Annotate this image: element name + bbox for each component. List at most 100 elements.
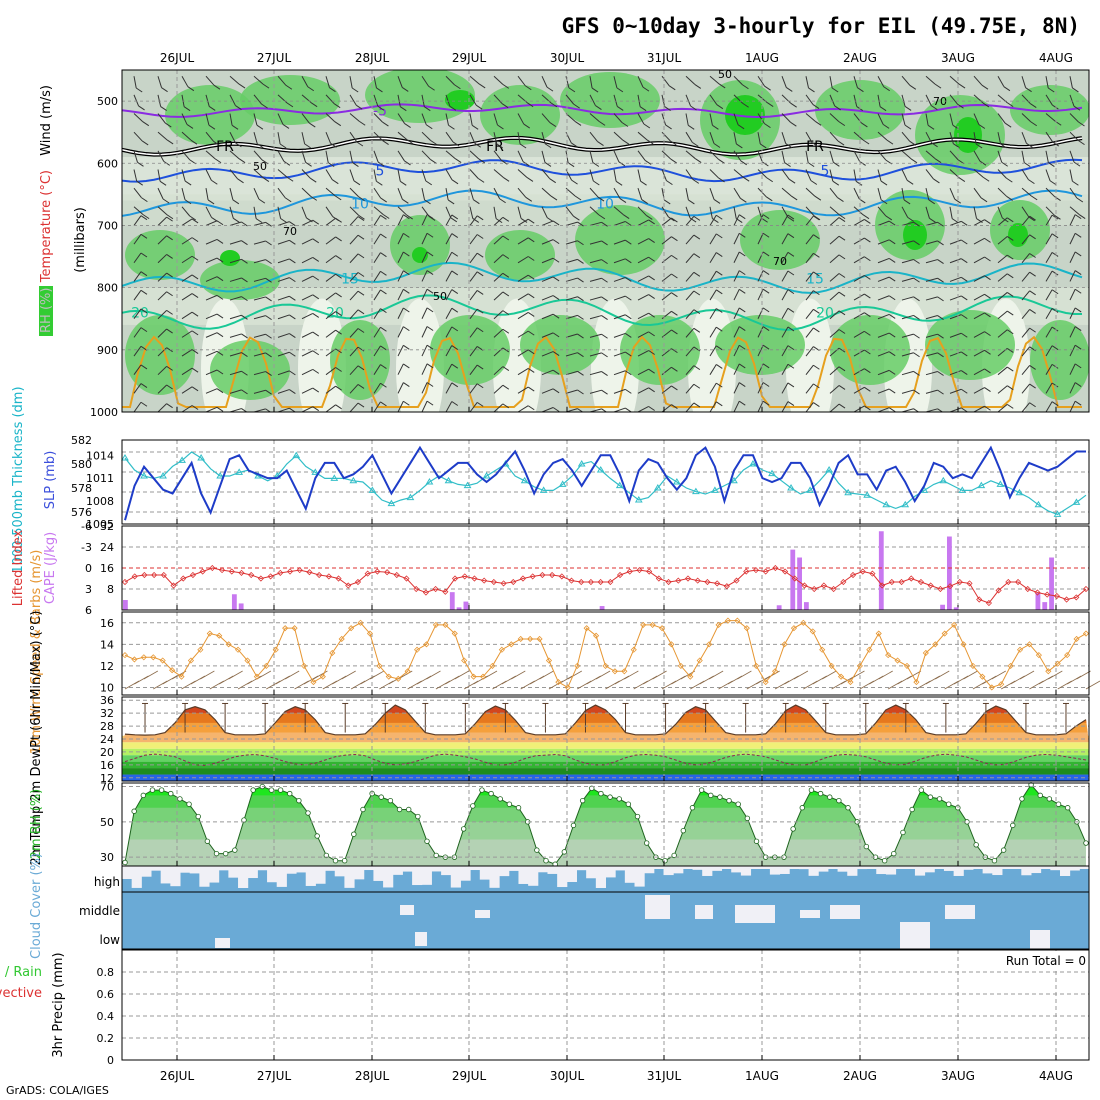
wind-barb-flag: [312, 368, 320, 374]
rh-marker: [168, 790, 174, 797]
wind-barb-flag: [357, 309, 365, 315]
rh-marker: [753, 838, 760, 844]
wind-barb-shaft: [973, 331, 985, 338]
wind-barb-flag: [984, 405, 991, 411]
wind-barb-flag: [280, 218, 287, 223]
wind-barb-flag: [1074, 307, 1082, 313]
wind-barb-shaft: [1069, 113, 1079, 123]
date-label-bottom: 3AUG: [941, 1069, 975, 1083]
wind-barb-flag: [671, 254, 678, 260]
wind-barb-flag: [310, 102, 318, 108]
wind-barb-flag: [984, 312, 991, 318]
wind-barb-shaft: [421, 251, 428, 263]
wind-barb-shaft: [229, 221, 242, 226]
wind-barb-flag: [975, 143, 983, 149]
wind-barb-shaft: [733, 251, 740, 263]
wind-barb-shaft: [1045, 169, 1051, 181]
wind-barb-shaft: [133, 76, 137, 89]
wind-barb-flag: [452, 141, 460, 147]
wind-barb-flag: [716, 289, 723, 295]
wind-barb-flag: [888, 258, 896, 263]
wind-barb-shaft: [541, 407, 554, 412]
wind-barb-flag: [864, 293, 871, 299]
wind-barb-shaft: [901, 221, 914, 226]
rh-marker: [351, 831, 357, 837]
cloud-high-gap: [479, 866, 490, 880]
wind-marker: [734, 617, 741, 624]
wind-barb-flag: [646, 139, 654, 145]
wind-barb-shaft: [421, 113, 427, 125]
wind-barb-flag: [312, 350, 320, 356]
wind-barb-flag: [693, 309, 701, 315]
li-marker: [762, 568, 769, 575]
wind-barb-flag: [787, 382, 795, 388]
wind-barb-flag: [231, 124, 239, 130]
wind-marker: [244, 657, 251, 664]
rh-contour-label: 70: [773, 255, 787, 268]
wind-barb-shaft: [589, 315, 602, 320]
wind-marker: [461, 657, 468, 664]
wind-marker: [555, 678, 562, 686]
wind-barb-shaft: [685, 365, 695, 376]
wind-marker: [376, 662, 383, 669]
rh-marker: [378, 794, 384, 800]
rh-contour-label: 70: [283, 225, 297, 238]
wind-barb-shaft: [349, 272, 359, 282]
wind-barb-shaft: [541, 94, 552, 104]
li-marker: [1014, 578, 1022, 586]
wind-barb-flag: [838, 254, 846, 260]
slp-ylabel: SLP (mb): [43, 451, 58, 510]
wind-barb-shaft: [781, 289, 789, 301]
wind-barb-flag: [262, 83, 270, 89]
wind-marker: [903, 662, 911, 669]
rh-marker: [1037, 792, 1043, 799]
wind-marker: [451, 630, 458, 637]
wind-barb-flag: [885, 215, 893, 221]
wind-barb-flag: [424, 106, 431, 112]
wind-barb-shaft: [733, 326, 740, 338]
li-marker: [675, 577, 682, 584]
rh-marker: [863, 843, 870, 850]
wind-barb-flag: [476, 327, 484, 333]
wind-barb-flag: [308, 122, 316, 128]
wind-barb-flag: [738, 382, 746, 387]
wind-barb-shaft: [781, 76, 787, 88]
wind-barb-flag: [527, 312, 535, 317]
date-label-bottom: 30JUL: [550, 1069, 585, 1083]
wind-barb-shaft: [349, 76, 353, 89]
wind-barb-shaft: [781, 364, 789, 375]
wind-barb-flag: [625, 407, 632, 412]
wind-barb-flag: [766, 102, 774, 108]
thickness-marker: [482, 472, 491, 479]
wind-barb-shaft: [685, 169, 694, 180]
wind-marker: [329, 649, 336, 657]
wind-marker: [282, 625, 289, 632]
cloud-high-gap: [847, 866, 858, 876]
rh-moist-area: [390, 215, 450, 275]
wind-barb-flag: [693, 290, 701, 296]
wind-barb-flag: [738, 307, 746, 313]
isotherm-line: [122, 294, 1083, 331]
temp-color-band: [122, 742, 1089, 749]
cloud-high-gap: [267, 866, 278, 883]
wind-barb-shaft: [901, 131, 911, 142]
wind-barb-shaft: [229, 277, 242, 282]
wind-barb-flag: [232, 199, 240, 205]
wind-barb-flag: [622, 214, 630, 219]
cloud-high-gap: [779, 866, 790, 874]
cloud-high-gap: [518, 866, 529, 884]
wind-barb-shaft: [493, 403, 504, 412]
wind-barb-flag: [502, 216, 510, 222]
wind-marker: [630, 646, 637, 653]
wind-barb-shaft: [517, 256, 529, 264]
wind-barb-shaft: [325, 94, 335, 105]
wind-barb-flag: [448, 124, 455, 130]
rh-marker: [122, 859, 128, 866]
wind-marker: [753, 662, 760, 669]
cloud-high-gap: [876, 866, 887, 875]
cloud-high-gap: [499, 866, 510, 877]
wind-barb-flag: [1072, 180, 1079, 186]
wind-barb-flag: [286, 102, 294, 108]
wind-barb-flag: [864, 349, 871, 355]
panel-frame: [121, 611, 1090, 696]
